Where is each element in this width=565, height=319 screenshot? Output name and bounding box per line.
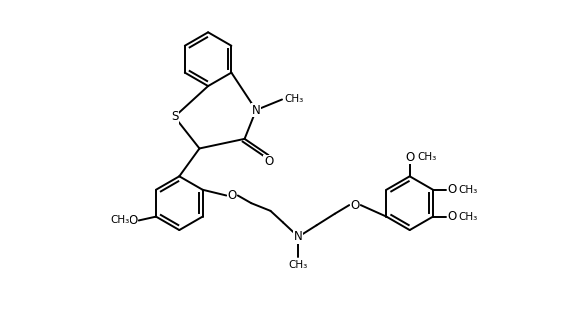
Text: N: N <box>294 230 303 243</box>
Text: CH₃: CH₃ <box>458 211 477 222</box>
Text: CH₃: CH₃ <box>418 152 437 162</box>
Text: CH₃: CH₃ <box>284 94 303 105</box>
Text: CH₃: CH₃ <box>289 260 308 270</box>
Text: O: O <box>350 199 359 211</box>
Text: CH₃: CH₃ <box>110 215 129 226</box>
Text: O: O <box>447 210 457 223</box>
Text: O: O <box>228 189 237 202</box>
Text: S: S <box>171 110 178 123</box>
Text: CH₃: CH₃ <box>458 185 477 195</box>
Text: O: O <box>264 155 273 168</box>
Text: O: O <box>128 214 138 227</box>
Text: N: N <box>252 104 260 116</box>
Text: O: O <box>447 183 457 196</box>
Text: O: O <box>405 151 414 164</box>
